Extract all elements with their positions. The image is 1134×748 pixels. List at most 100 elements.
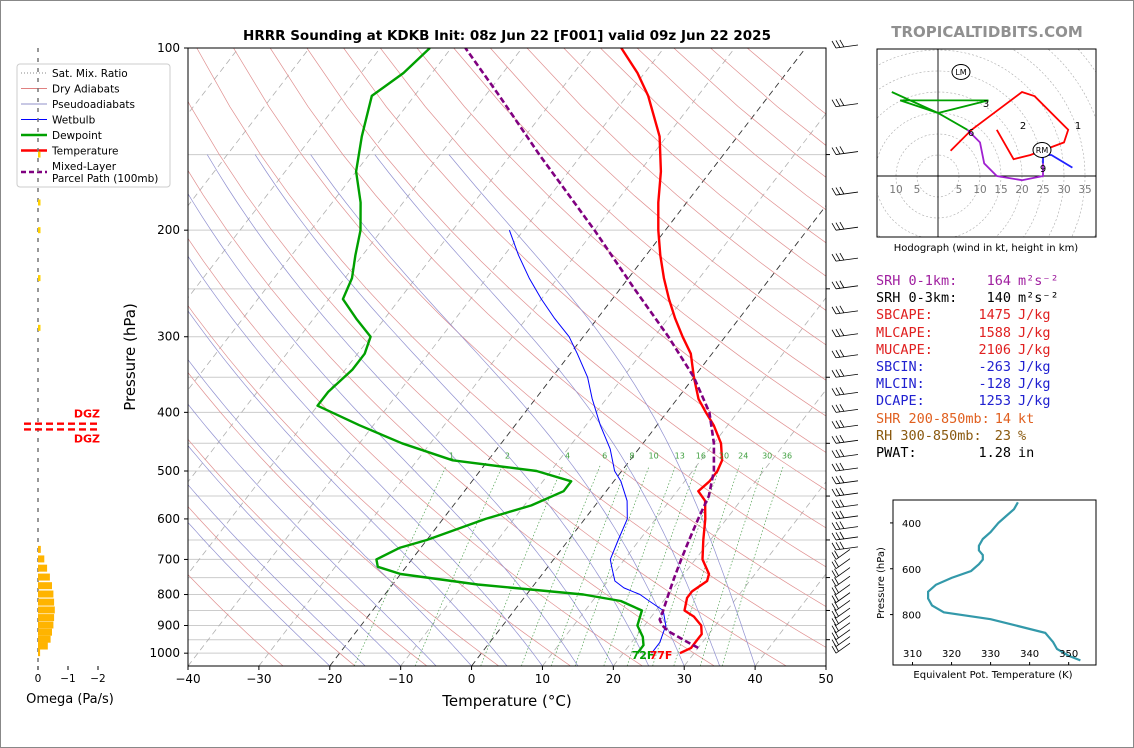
wind-barb-flag [839, 487, 845, 496]
param-unit: J/kg [1018, 341, 1051, 358]
param-row: RH 300-850mb: 23% [876, 428, 1096, 444]
wind-barb-flag [839, 531, 845, 540]
x-tick-label: −20 [317, 672, 342, 686]
param-row: SBCIN: -263 J/kg [876, 359, 1096, 375]
surface-dewpoint-label: 72F [632, 649, 655, 662]
x-tick-label: −40 [175, 672, 200, 686]
wind-barb-flag [831, 618, 837, 626]
wind-barb-flag [834, 550, 839, 558]
legend-label: Temperature [51, 146, 119, 158]
mixing-ratio-label: 30 [762, 452, 772, 461]
param-row: SRH 0-3km: 140 m²s⁻² [876, 290, 1096, 306]
wind-barb-flag [831, 187, 837, 196]
theta-e-x-tick-label: 330 [981, 649, 1000, 660]
x-tick-label: −30 [246, 672, 271, 686]
wind-barb [835, 622, 851, 634]
mixing-ratio-line [414, 465, 503, 666]
mixing-ratio-label: 8 [629, 452, 634, 461]
wind-barb [835, 615, 851, 626]
theta-e-x-tick-label: 320 [942, 649, 961, 660]
wind-barb-flag [831, 450, 837, 458]
wind-barb-flag [839, 349, 845, 357]
param-row: DCAPE: 1253 J/kg [876, 393, 1096, 409]
wind-barb-flag [831, 578, 837, 587]
omega-bar [38, 582, 52, 590]
skewt-series-group [316, 48, 724, 655]
hodograph-tick-label: 10 [973, 184, 986, 196]
dry-adiabat [343, 48, 826, 491]
wind-barb-flag [831, 595, 837, 603]
y-tick-label: 500 [157, 464, 180, 478]
pseudoadiabat [188, 255, 543, 666]
skewt-background-lines [188, 48, 826, 666]
y-tick-label: 800 [157, 588, 180, 602]
mixing-ratio-label: 20 [719, 452, 729, 461]
dry-adiabat [188, 100, 787, 666]
theta-e-profile [926, 501, 1081, 662]
wind-barb-flag [839, 435, 845, 443]
dry-adiabat [306, 48, 826, 529]
param-value: 14 [994, 410, 1011, 427]
param-value: 1.28 [978, 445, 1011, 461]
hodograph-height-label: 6 [968, 128, 974, 139]
omega-bar [38, 649, 41, 657]
wind-barb-flag [839, 328, 845, 336]
pseudoadiabat [254, 154, 650, 666]
wind-barb-flag [831, 253, 837, 262]
wind-barb-flag [831, 329, 837, 337]
mixing-ratio-label: 4 [565, 452, 570, 461]
hodograph-tick-label: 5 [956, 184, 963, 196]
omega-bar [38, 275, 41, 282]
hodograph-tick-label: 25 [1036, 184, 1049, 196]
wind-barb-flag [835, 281, 841, 289]
omega-bar [38, 555, 45, 563]
hodograph-tick-label: 10 [889, 184, 902, 196]
wind-barbs-column [831, 39, 859, 654]
param-unit: in [1018, 445, 1035, 461]
y-tick-label: 600 [157, 512, 180, 526]
wind-barb-flag [831, 488, 837, 497]
hodograph-height-label: 9 [1040, 164, 1046, 175]
param-unit: J/kg [1018, 376, 1051, 393]
legend: Sat. Mix. Ratio Dry Adiabats Pseudoadiabat… [16, 63, 171, 188]
x-tick-label: 10 [535, 672, 550, 686]
y-tick-label: 200 [157, 223, 180, 237]
hodograph-height-label: 3 [983, 99, 989, 110]
param-label: RH 300-850mb: [876, 427, 982, 444]
param-row: PWAT: 1.28 in [876, 445, 1096, 461]
wind-barb-flag [839, 387, 845, 395]
x-axis-label: Temperature (°C) [441, 692, 571, 710]
theta-e-ylabel: Pressure (hPa) [876, 547, 887, 619]
theta-e-x-tick-label: 340 [1020, 649, 1039, 660]
wind-barb-flag [831, 500, 837, 508]
omega-tick-label: −2 [90, 673, 105, 685]
param-unit: J/kg [1018, 393, 1051, 410]
wind-barb [835, 642, 851, 654]
wind-barb-flag [835, 449, 841, 458]
omega-bar [38, 573, 50, 581]
wind-barb-flag [839, 541, 845, 549]
wind-barb-flag [834, 644, 839, 652]
param-value: 1588 [978, 324, 1011, 341]
wind-barb-flag [831, 421, 837, 429]
hodograph-tick-label: 20 [1015, 184, 1028, 196]
wind-barb-flag [834, 577, 839, 585]
wind-barb-flag [831, 645, 837, 654]
wind-barb-flag [831, 570, 837, 578]
wind-barb-flag [835, 435, 841, 443]
dry-adiabat [490, 48, 826, 346]
hodograph-x-ticks: 10 5 5 10 15 20 25 30 35 [889, 184, 1091, 196]
hodograph-height-label: 2 [1020, 121, 1026, 132]
wind-barb-flag [834, 616, 839, 624]
param-value: 140 [986, 290, 1011, 307]
omega-bar [38, 635, 51, 643]
theta-e-x-tick-label: 310 [903, 649, 922, 660]
wind-barb-flag [835, 521, 841, 530]
wind-barb [835, 567, 851, 578]
mixing-ratio-line [574, 465, 650, 666]
hodograph-tick-label: 35 [1078, 184, 1091, 196]
hodograph-tick-label: 5 [914, 184, 921, 196]
omega-bar [38, 199, 41, 206]
hodograph-tick-label: 15 [994, 184, 1007, 196]
omega-bar [38, 324, 41, 331]
